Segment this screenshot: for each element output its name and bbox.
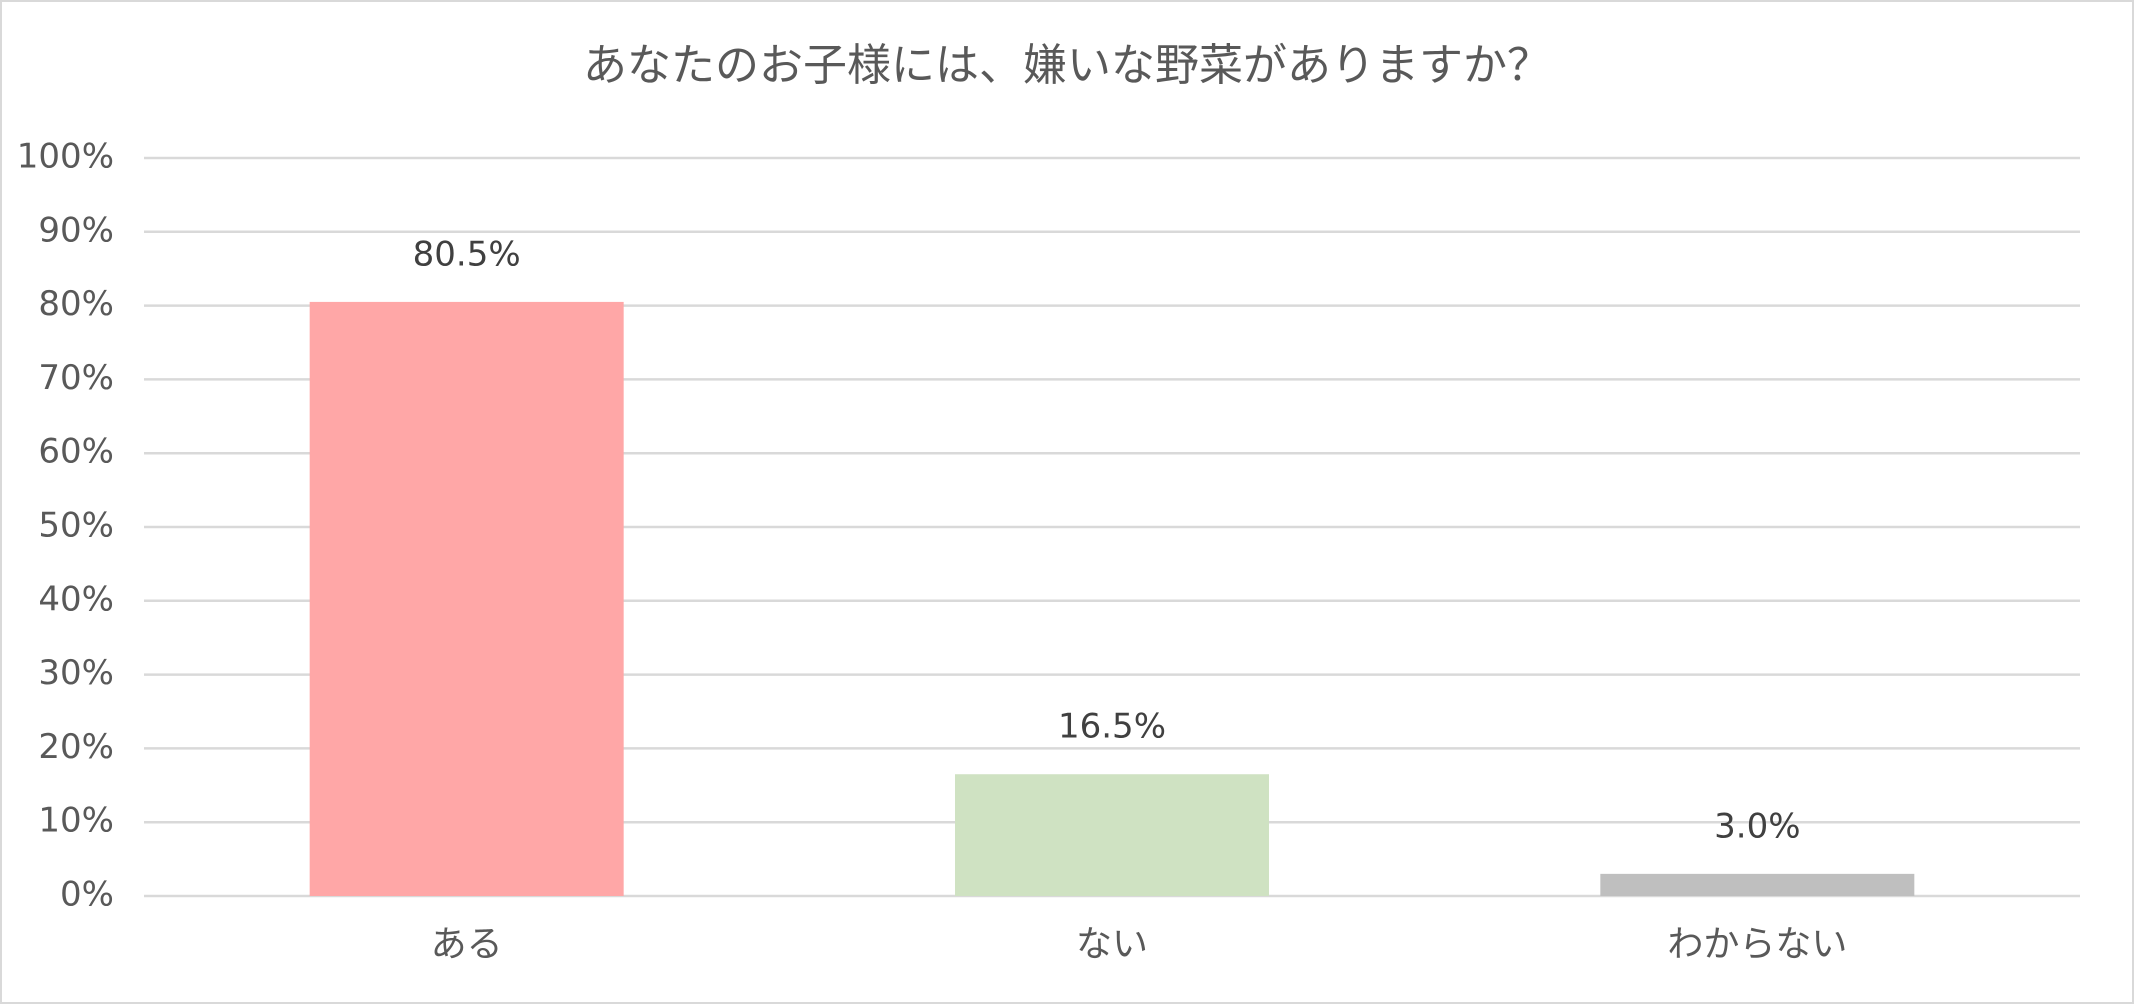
bar (309, 301, 624, 896)
y-tick-label: 10% (38, 801, 114, 841)
y-tick-label: 80% (38, 284, 114, 324)
value-label: 3.0% (1714, 806, 1800, 846)
bar (1600, 873, 1915, 896)
y-tick-label: 60% (38, 432, 114, 472)
x-tick-label: ある (431, 924, 503, 965)
y-tick-label: 20% (38, 727, 114, 767)
y-tick-label: 40% (38, 579, 114, 619)
y-tick-label: 30% (38, 653, 114, 693)
y-tick-label: 50% (38, 506, 114, 546)
bar (955, 774, 1269, 896)
value-label: 16.5% (1058, 707, 1166, 747)
y-tick-label: 100% (17, 137, 114, 177)
chart-title: あなたのお子様には、嫌いな野菜がありますか？ (583, 40, 1551, 91)
y-tick-label: 90% (38, 210, 114, 250)
y-tick-label: 0% (60, 875, 114, 915)
x-tick-label: ない (1076, 924, 1148, 965)
x-tick-label: わからない (1667, 924, 1847, 965)
y-tick-label: 70% (38, 358, 114, 398)
value-label: 80.5% (413, 234, 521, 274)
